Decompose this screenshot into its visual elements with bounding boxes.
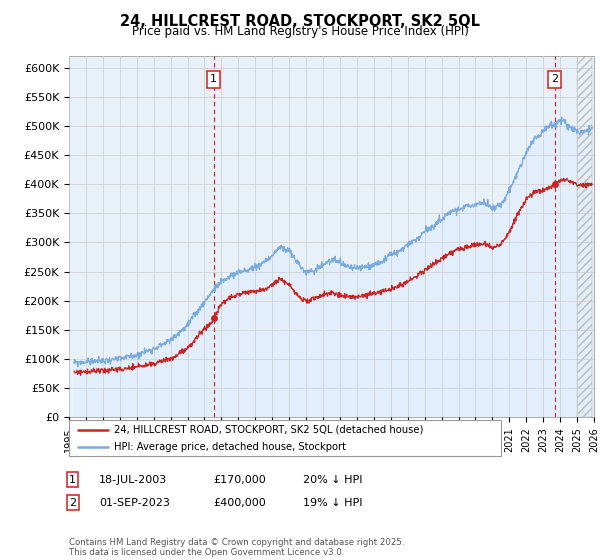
Text: HPI: Average price, detached house, Stockport: HPI: Average price, detached house, Stoc… — [115, 442, 346, 451]
Text: Price paid vs. HM Land Registry's House Price Index (HPI): Price paid vs. HM Land Registry's House … — [131, 25, 469, 38]
Text: 18-JUL-2003: 18-JUL-2003 — [99, 475, 167, 485]
Text: 24, HILLCREST ROAD, STOCKPORT, SK2 5QL: 24, HILLCREST ROAD, STOCKPORT, SK2 5QL — [120, 14, 480, 29]
Text: 2: 2 — [69, 498, 76, 508]
Text: 01-SEP-2023: 01-SEP-2023 — [99, 498, 170, 508]
Text: 1: 1 — [69, 475, 76, 485]
Text: 20% ↓ HPI: 20% ↓ HPI — [303, 475, 362, 485]
Text: 2: 2 — [551, 74, 558, 85]
Text: Contains HM Land Registry data © Crown copyright and database right 2025.
This d: Contains HM Land Registry data © Crown c… — [69, 538, 404, 557]
Text: 1: 1 — [210, 74, 217, 85]
Text: £400,000: £400,000 — [213, 498, 266, 508]
FancyBboxPatch shape — [69, 420, 501, 456]
Text: 24, HILLCREST ROAD, STOCKPORT, SK2 5QL (detached house): 24, HILLCREST ROAD, STOCKPORT, SK2 5QL (… — [115, 425, 424, 435]
Text: £170,000: £170,000 — [213, 475, 266, 485]
Text: 19% ↓ HPI: 19% ↓ HPI — [303, 498, 362, 508]
